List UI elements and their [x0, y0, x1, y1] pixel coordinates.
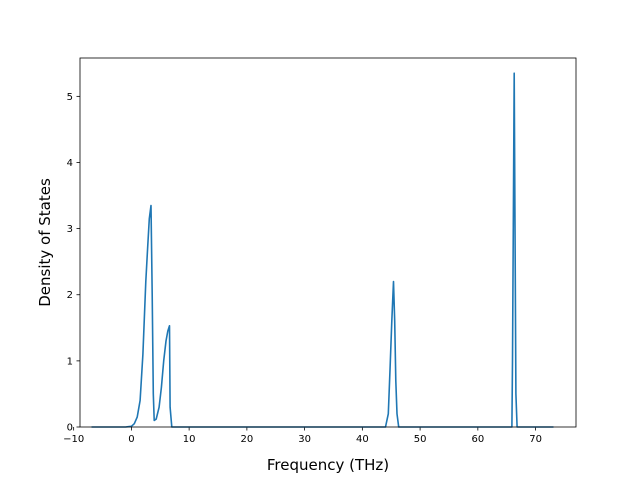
y-tick-label: 2 — [67, 290, 73, 301]
x-tick-label: 30 — [298, 434, 311, 445]
y-tick-label: 0 — [67, 423, 73, 434]
x-tick-label: 60 — [471, 434, 484, 445]
x-tick-label: 50 — [414, 434, 427, 445]
x-tick-label: 40 — [356, 434, 369, 445]
x-axis-label: Frequency (THz) — [267, 456, 389, 474]
x-tick-label: 0 — [128, 434, 134, 445]
x-tick-label: −10 — [63, 434, 84, 445]
x-axis-ticks: −10 0 10 20 30 40 50 60 70 — [63, 427, 542, 445]
x-tick-label: 70 — [529, 434, 542, 445]
y-axis-ticks: 0 1 2 3 4 5 — [67, 92, 80, 434]
y-tick-label: 3 — [67, 224, 73, 235]
x-tick-label: 20 — [241, 434, 254, 445]
y-tick-label: 1 — [67, 356, 73, 367]
x-tick-label: 10 — [183, 434, 196, 445]
y-tick-label: 4 — [67, 158, 73, 169]
plot-area-frame — [79, 57, 577, 428]
y-tick-label: 5 — [67, 92, 73, 103]
dos-series-line — [91, 72, 554, 428]
y-axis-label: Density of States — [36, 178, 54, 307]
